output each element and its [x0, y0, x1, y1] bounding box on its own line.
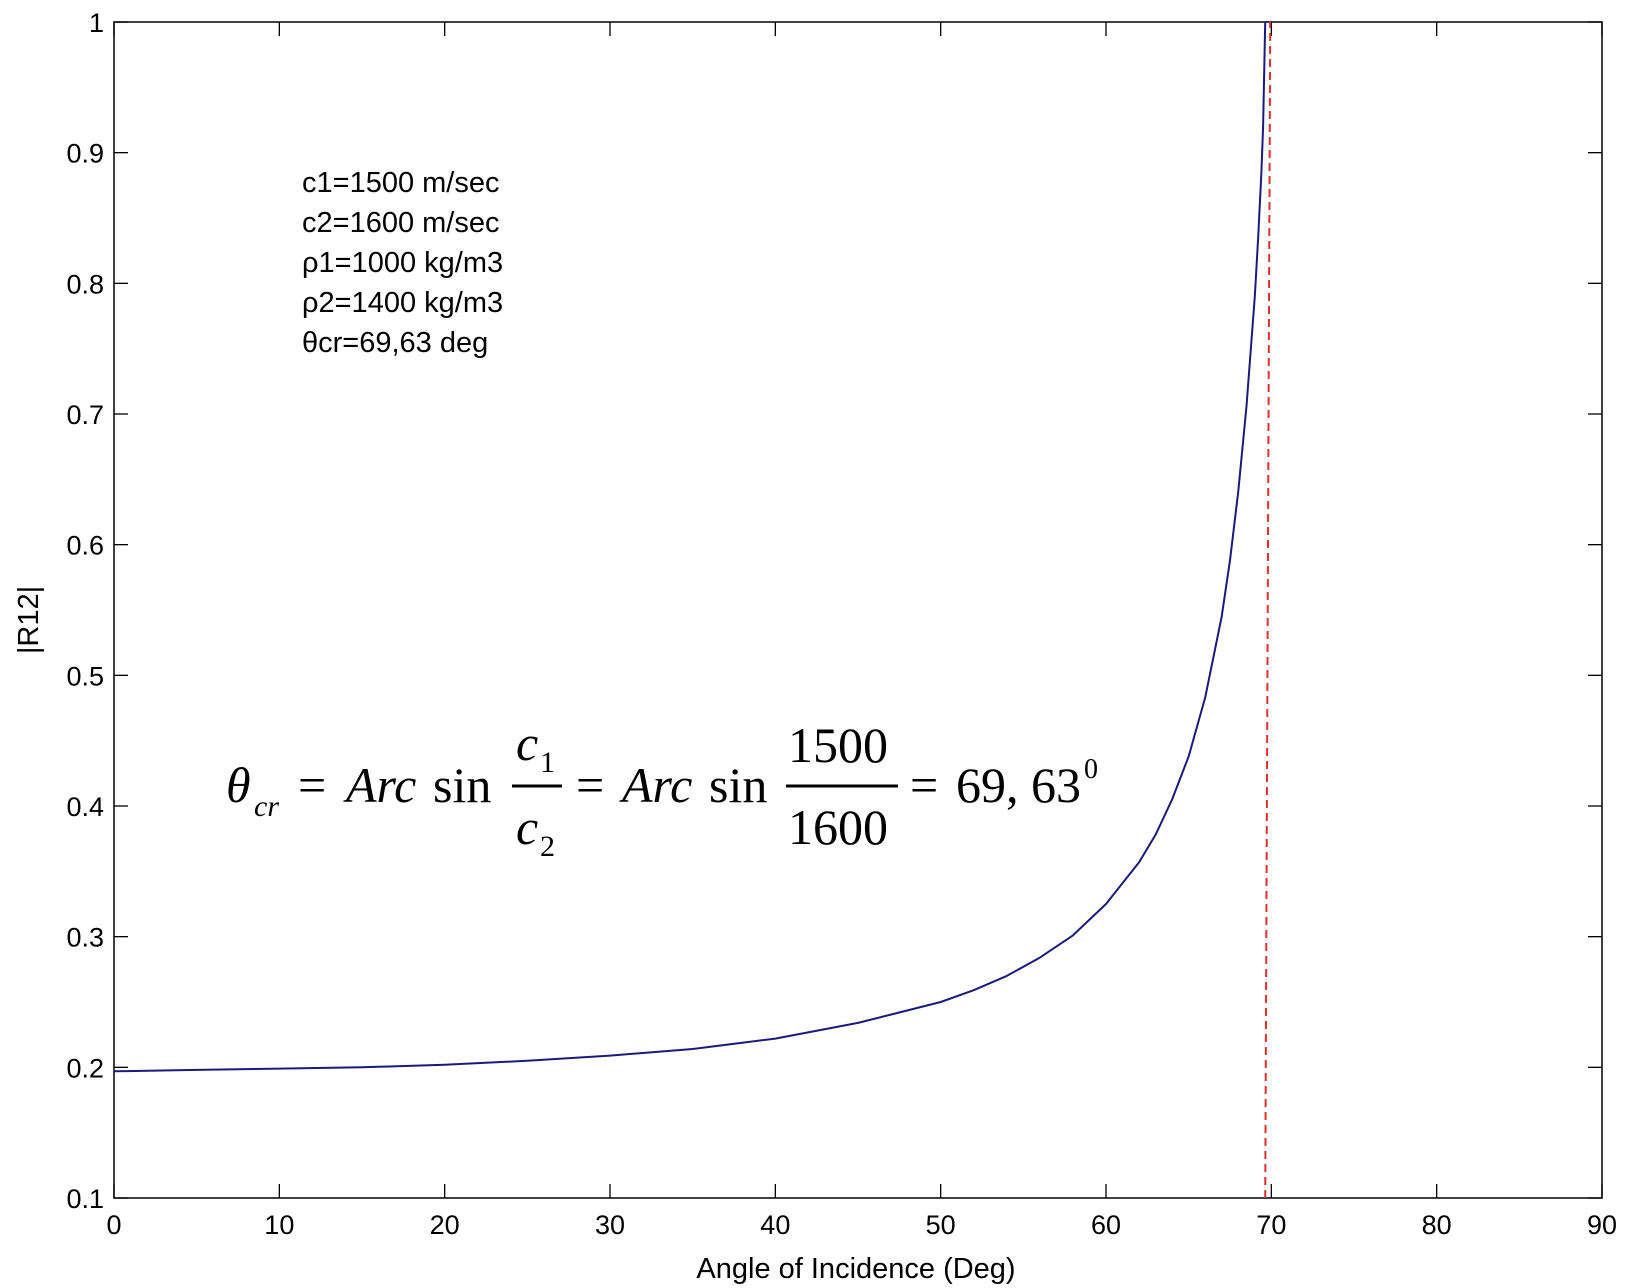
x-tick-label-0: 0 [106, 1210, 121, 1240]
x-tick-label-3: 30 [595, 1210, 625, 1240]
formula-frac1-num-sub: 1 [540, 746, 555, 779]
x-tick-label-5: 50 [926, 1210, 956, 1240]
formula-frac1-den-sub: 2 [540, 830, 555, 863]
formula-eq-1: = [298, 757, 326, 813]
series-group [113, 21, 1267, 1073]
x-axis-label: Angle of Incidence (Deg) [696, 1253, 1015, 1285]
formula-sin-1: sin [433, 757, 491, 813]
x-tick-label-7: 70 [1256, 1210, 1286, 1240]
param-rho1: ρ1=1000 kg/m3 [302, 247, 503, 279]
y-tick-label-3: 0.4 [66, 792, 104, 822]
y-tick-label-2: 0.3 [66, 923, 104, 953]
formula-result: 69, 63 [956, 757, 1081, 813]
formula-theta-sub: cr [254, 790, 279, 823]
y-tick-label-8: 0.9 [66, 139, 104, 169]
critical-angle-formula: θ cr = Arc sin c 1 c 2 = Arc sin 1500 16… [226, 715, 1098, 863]
y-tick-label-1: 0.2 [66, 1053, 104, 1083]
x-tick-label-4: 40 [760, 1210, 790, 1240]
reference-line-group [1264, 21, 1272, 1199]
formula-sin-2: sin [709, 757, 767, 813]
formula-theta: θ [226, 757, 251, 813]
param-rho2: ρ2=1400 kg/m3 [302, 287, 503, 319]
formula-frac2-den: 1600 [788, 799, 888, 855]
formula-result-sup: 0 [1084, 754, 1098, 785]
x-tick-label-6: 60 [1091, 1210, 1121, 1240]
y-tick-label-4: 0.5 [66, 661, 104, 691]
x-tick-label-2: 20 [430, 1210, 460, 1240]
param-theta-cr: θcr=69,63 deg [302, 327, 488, 359]
formula-frac1-den: c [516, 799, 538, 855]
x-tick-label-9: 90 [1587, 1210, 1617, 1240]
parameter-annotation: c1=1500 m/sec c2=1600 m/sec ρ1=1000 kg/m… [302, 167, 503, 359]
critical-angle-line [1264, 21, 1272, 1199]
x-tick-label-1: 10 [264, 1210, 294, 1240]
param-c1: c1=1500 m/sec [302, 167, 499, 199]
y-tick-label-9: 1 [89, 8, 104, 38]
formula-frac1-num: c [516, 715, 538, 771]
y-tick-label-6: 0.7 [66, 400, 104, 430]
axes: 0 10 20 30 40 50 60 70 80 900.10.20.30.40.50.60.7… [66, 8, 1617, 1240]
y-tick-label-0: 0.1 [66, 1184, 104, 1214]
formula-eq-2: = [576, 757, 604, 813]
formula-arc-1: Arc [343, 757, 416, 813]
plot-frame [113, 21, 1603, 1199]
formula-frac2-num: 1500 [788, 717, 888, 773]
formula-eq-3: = [910, 757, 938, 813]
y-axis-label: |R12| [13, 586, 45, 654]
formula-arc-2: Arc [619, 757, 692, 813]
x-tick-label-8: 80 [1422, 1210, 1452, 1240]
y-tick-label-7: 0.8 [66, 269, 104, 299]
param-c2: c2=1600 m/sec [302, 207, 499, 239]
y-tick-label-5: 0.6 [66, 531, 104, 561]
series-line-0 [113, 21, 1267, 1073]
